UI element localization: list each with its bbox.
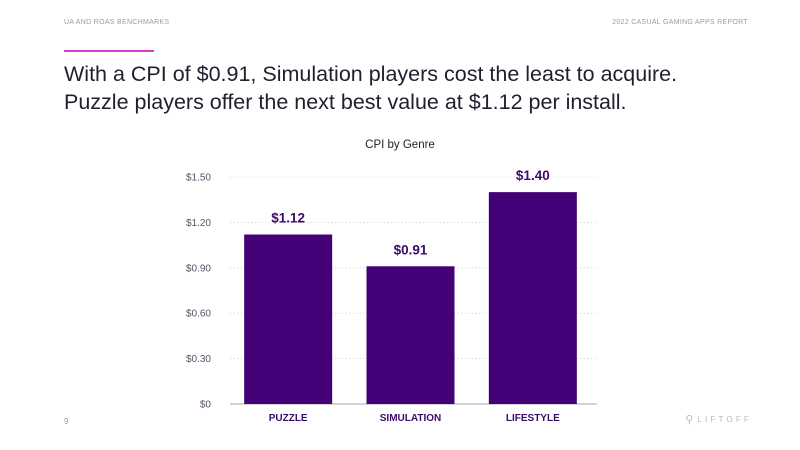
bar — [244, 234, 333, 404]
y-tick-label: $1.50 — [186, 173, 211, 184]
chart-title: CPI by Genre — [365, 139, 435, 151]
report-title-label: 2022 CASUAL GAMING APPS REPORT — [612, 19, 748, 26]
liftoff-logo-icon: ⚲ — [685, 414, 694, 426]
y-tick-label: $1.20 — [186, 218, 211, 229]
y-tick-label: $0.60 — [186, 309, 211, 320]
liftoff-logo: ⚲ LIFTOFF — [685, 413, 752, 426]
x-tick-label: PUZZLE — [269, 413, 308, 424]
bar-value-label: $0.91 — [394, 242, 428, 257]
y-tick-label: $0.90 — [186, 263, 211, 274]
report-section-label: UA AND ROAS BENCHMARKS — [64, 19, 170, 26]
headline-line-2: Puzzle players offer the next best value… — [64, 90, 627, 114]
bar — [488, 192, 577, 404]
page-headline: With a CPI of $0.91, Simulation players … — [64, 60, 764, 116]
bar — [366, 266, 455, 404]
accent-divider — [64, 50, 154, 52]
y-tick-label: $0 — [200, 400, 212, 411]
bar-value-label: $1.12 — [271, 211, 305, 226]
x-tick-label: LIFESTYLE — [506, 413, 560, 424]
page-number: 9 — [64, 417, 69, 426]
x-tick-label: SIMULATION — [380, 413, 441, 424]
headline-line-1: With a CPI of $0.91, Simulation players … — [64, 62, 678, 86]
bar-value-label: $1.40 — [516, 168, 550, 183]
liftoff-logo-text: LIFTOFF — [697, 415, 752, 424]
y-tick-label: $0.30 — [186, 354, 211, 365]
